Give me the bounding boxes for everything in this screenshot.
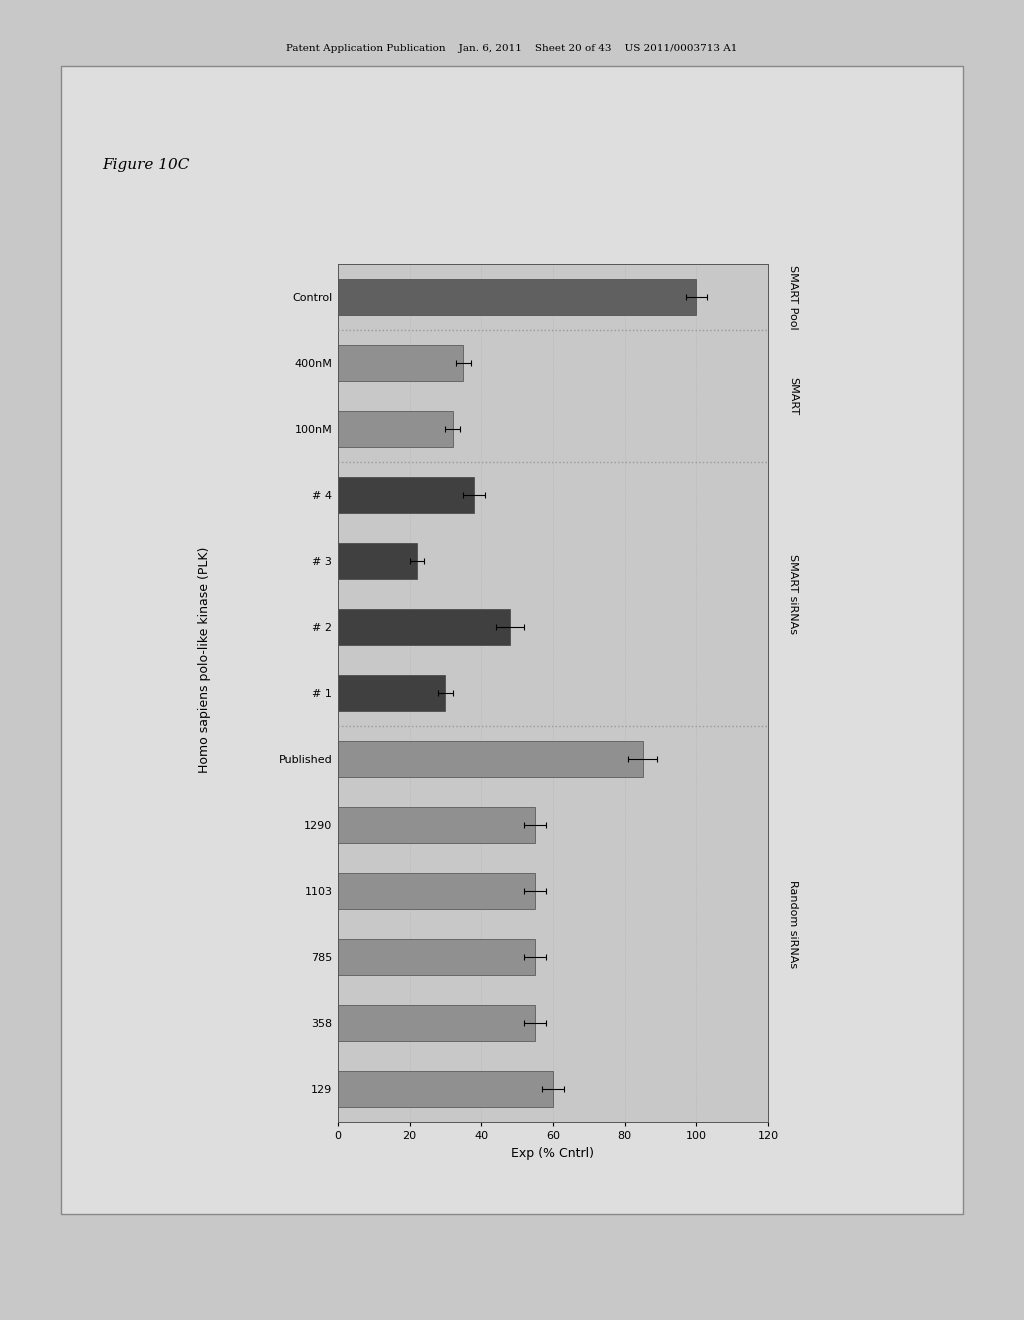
Text: Homo sapiens polo-like kinase (PLK): Homo sapiens polo-like kinase (PLK) (199, 546, 211, 774)
X-axis label: Exp (% Cntrl): Exp (% Cntrl) (511, 1147, 595, 1159)
Text: Random siRNAs: Random siRNAs (788, 880, 798, 968)
Text: SMART: SMART (788, 378, 798, 414)
Text: SMART siRNAs: SMART siRNAs (788, 554, 798, 634)
Bar (338, 873, 535, 909)
Bar (338, 741, 643, 777)
Text: Patent Application Publication    Jan. 6, 2011    Sheet 20 of 43    US 2011/0003: Patent Application Publication Jan. 6, 2… (287, 44, 737, 53)
Text: SMART Pool: SMART Pool (788, 265, 798, 329)
Bar (338, 807, 535, 843)
Bar (338, 477, 474, 513)
Bar (338, 1005, 535, 1041)
Bar (338, 279, 696, 315)
Bar (338, 345, 463, 381)
Bar (338, 543, 417, 579)
Bar (338, 411, 453, 447)
Bar (338, 609, 510, 645)
Bar (338, 1071, 553, 1107)
Text: Figure 10C: Figure 10C (102, 158, 189, 173)
Bar (338, 939, 535, 975)
Bar (338, 675, 445, 711)
